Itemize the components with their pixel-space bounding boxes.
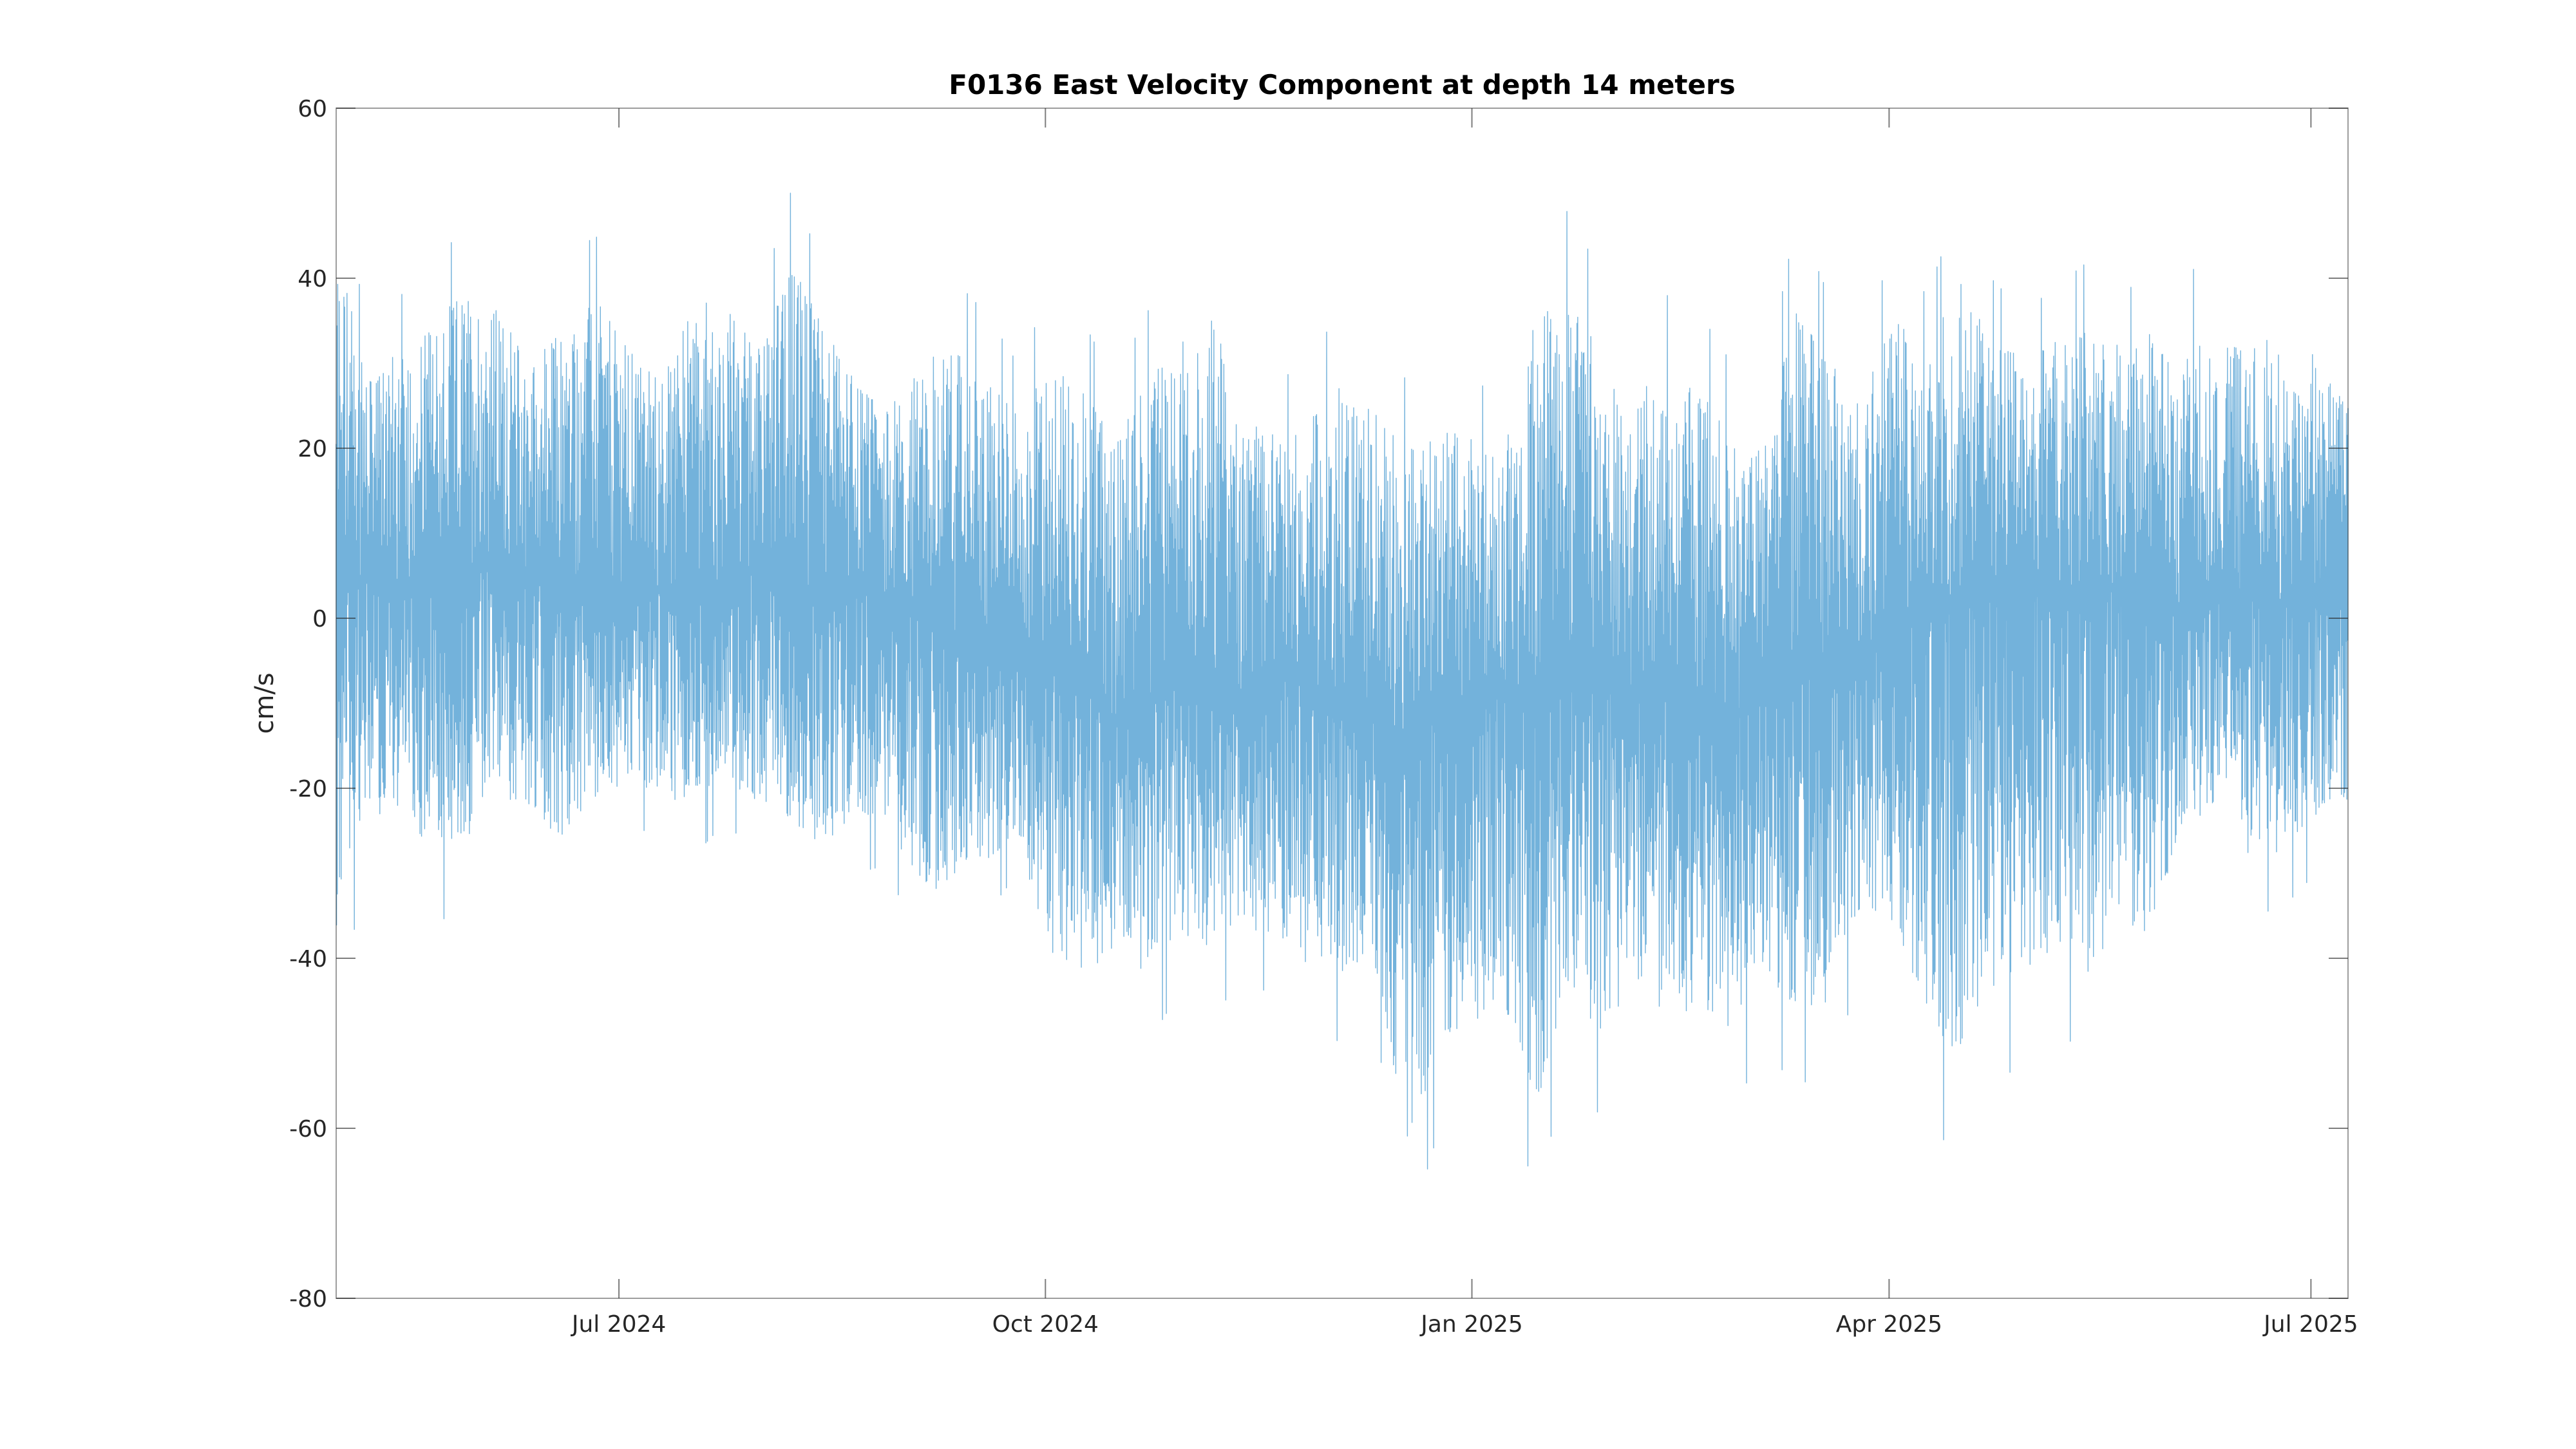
y-tick-label: -40 — [289, 946, 327, 972]
x-axis: Jul 2024 Oct 2024 Jan 2025 Apr 2025 Jul 2025 — [571, 108, 2358, 1338]
y-tick-label: -20 — [289, 776, 327, 802]
plot-area-frame — [336, 108, 2349, 1299]
x-tick-label: Jul 2025 — [2262, 1311, 2358, 1338]
y-tick-label: 60 — [298, 96, 327, 122]
y-tick-label: -80 — [289, 1286, 327, 1312]
x-tick-label: Oct 2024 — [992, 1311, 1099, 1338]
x-tick-label: Apr 2025 — [1836, 1311, 1942, 1338]
y-tick-label: -60 — [289, 1116, 327, 1142]
y-tick-label: 0 — [312, 606, 327, 632]
y-axis-label: cm/s — [250, 672, 279, 734]
series-layer — [336, 193, 2349, 1170]
y-tick-label: 20 — [298, 436, 327, 462]
y-tick-label: 40 — [298, 266, 327, 292]
series-line-east-velocity — [336, 193, 2349, 1170]
x-tick-label: Jul 2024 — [571, 1311, 667, 1338]
x-tick-label: Jan 2025 — [1419, 1311, 1523, 1338]
y-axis: 60 40 20 0 -20 -40 -60 -80 — [289, 96, 2348, 1312]
chart-title: F0136 East Velocity Component at depth 1… — [949, 69, 1735, 100]
